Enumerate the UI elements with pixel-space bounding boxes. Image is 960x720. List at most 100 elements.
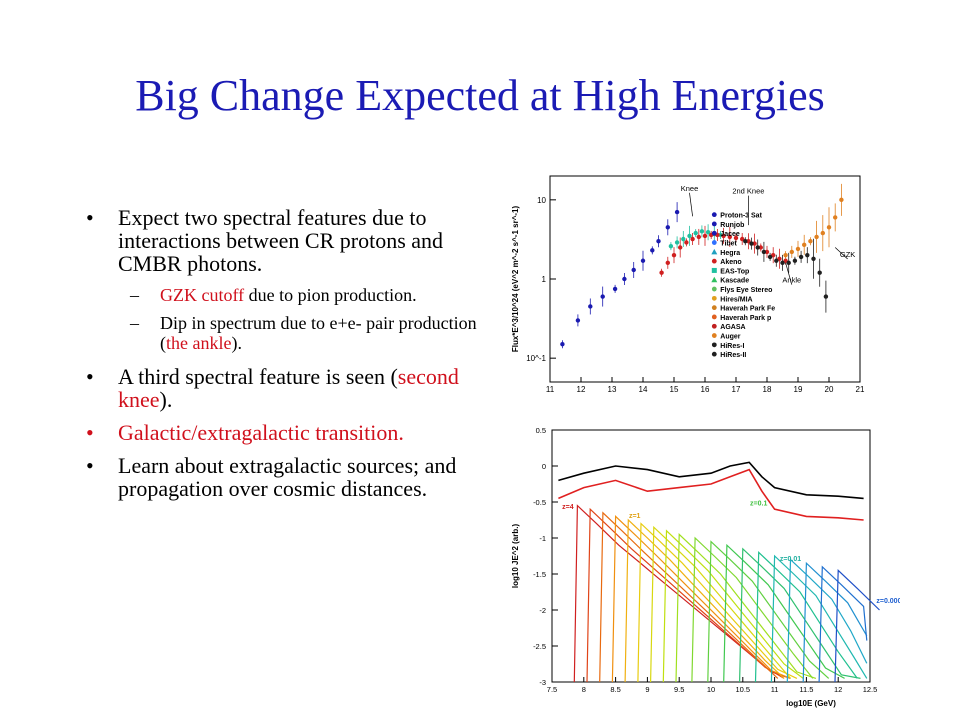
y-tick-label: 10^-1: [526, 354, 546, 363]
y-tick-label: -2.5: [533, 642, 546, 651]
bullet-dot: •: [86, 453, 94, 478]
family-curve: [662, 529, 804, 683]
data-point: [560, 342, 565, 347]
legend-marker: [711, 286, 717, 292]
x-tick-label: 12: [834, 685, 842, 694]
ankle-text: the ankle: [166, 333, 232, 353]
ankle-post-text: ).: [231, 333, 242, 353]
legend-label: HiRes-I: [720, 343, 744, 350]
bullet-list: • Expect two spectral features due to in…: [84, 206, 484, 510]
bullet-3: • Galactic/extragalactic transition.: [84, 421, 484, 444]
data-point: [687, 233, 692, 239]
envelope-curve: [558, 461, 864, 500]
data-point: [612, 286, 618, 292]
legend-marker: [711, 342, 717, 348]
data-point: [817, 270, 822, 275]
data-point: [640, 258, 646, 263]
data-point: [600, 294, 605, 299]
sub-bullet-dash: –: [130, 285, 139, 305]
data-point: [588, 304, 593, 309]
legend-label: Flys Eye Stereo: [720, 287, 772, 294]
x-tick-label: 15: [670, 385, 679, 394]
legend-marker: [711, 258, 717, 264]
legend-marker: [711, 314, 717, 320]
x-tick-label: 7.5: [547, 685, 557, 694]
x-tick-label: 20: [825, 385, 834, 394]
x-tick-label: 16: [701, 385, 710, 394]
legend-marker: [711, 267, 717, 273]
family-curve: [818, 565, 868, 683]
data-point: [805, 252, 810, 258]
data-point: [774, 258, 779, 263]
data-point: [674, 240, 680, 245]
legend-label: Auger: [720, 334, 741, 341]
data-point: [764, 249, 770, 255]
family-curve: [802, 561, 868, 683]
x-tick-label: 12: [577, 385, 586, 394]
y-tick-label: 0.5: [536, 426, 546, 435]
propagation-spectra-chart: 7.5 8 8.5 9 9.5 10 10.5 11 11.5 12 12.5 0.5 0 -0.5 -1 -…: [511, 426, 900, 708]
legend-label: Haverah Park Fe: [720, 306, 775, 313]
data-point: [690, 236, 695, 242]
y-axis-label: log10 JE^2 (arb.): [511, 524, 520, 589]
bullet-dot: •: [86, 364, 94, 389]
annotation-arrow: [689, 192, 693, 217]
legend-marker: [711, 276, 718, 283]
data-point: [795, 246, 801, 252]
bullet-3-text: Galactic/extragalactic transition.: [118, 420, 404, 445]
legend-marker: [711, 333, 717, 338]
legend-marker: [711, 248, 718, 255]
x-tick-label: 19: [794, 385, 803, 394]
data-point: [650, 248, 655, 253]
x-tick-label: 12.5: [863, 685, 878, 694]
annotation-arrow: [785, 262, 793, 285]
legend-label: Jacee: [720, 231, 740, 238]
y-tick-label: -3: [539, 678, 546, 687]
y-tick-label: 1: [542, 275, 547, 284]
gzk-rest-text: due to pion production.: [244, 285, 417, 305]
bullet-1-text: Expect two spectral features due to inte…: [118, 205, 444, 276]
annotation-label: Knee: [681, 184, 699, 193]
sub-bullet-ankle: – Dip in spectrum due to e+e- pair produ…: [84, 313, 484, 353]
family-curve: [786, 558, 868, 683]
legend-label: EAS-Top: [720, 268, 749, 275]
family-curve: [770, 554, 868, 683]
x-tick-label: 14: [639, 385, 648, 394]
family-curve: [691, 536, 814, 683]
data-point: [783, 252, 788, 258]
y-axis-label: Flux*E^3/10^24 (eV^2 m^-2 s^-1 sr^-1): [511, 206, 520, 353]
legend-label: Hegra: [720, 250, 740, 257]
y-tick-label: 0: [542, 462, 546, 471]
legend-marker: [711, 212, 717, 218]
gzk-cutoff-text: GZK cutoff: [160, 285, 245, 305]
bullet-2-post: ).: [159, 387, 173, 412]
bullet-2: • A third spectral feature is seen (seco…: [84, 365, 484, 411]
x-tick-label: 11: [546, 385, 555, 394]
curve-label: z=4: [562, 504, 574, 511]
bullet-4-text: Learn about extragalactic sources; and p…: [118, 453, 457, 501]
data-point: [767, 254, 773, 260]
ankle-pre-text: Dip in spectrum due to e+e- pair product…: [160, 313, 477, 353]
data-point: [740, 236, 745, 242]
data-point: [811, 256, 816, 261]
curve-label: z=0.01: [780, 556, 801, 563]
y-tick-label: -1: [539, 534, 546, 543]
legend-label: Runjob: [720, 222, 744, 229]
curve-label: z=1: [629, 513, 641, 520]
annotation-label: GZK: [840, 250, 855, 259]
curve-label: z=0.1: [750, 501, 767, 508]
bullet-1: • Expect two spectral features due to in…: [84, 206, 484, 275]
legend-marker: [711, 305, 717, 311]
data-point: [705, 230, 711, 235]
data-point: [792, 258, 798, 263]
data-point: [699, 229, 705, 234]
bullet-2-pre: A third spectral feature is seen (: [118, 364, 398, 389]
data-point: [721, 233, 726, 239]
annotation-label: Ankle: [782, 276, 801, 285]
data-point: [823, 294, 829, 299]
data-point: [727, 234, 732, 240]
data-point: [674, 209, 680, 215]
data-point: [780, 260, 785, 266]
data-point: [659, 270, 664, 275]
data-point: [749, 241, 754, 246]
